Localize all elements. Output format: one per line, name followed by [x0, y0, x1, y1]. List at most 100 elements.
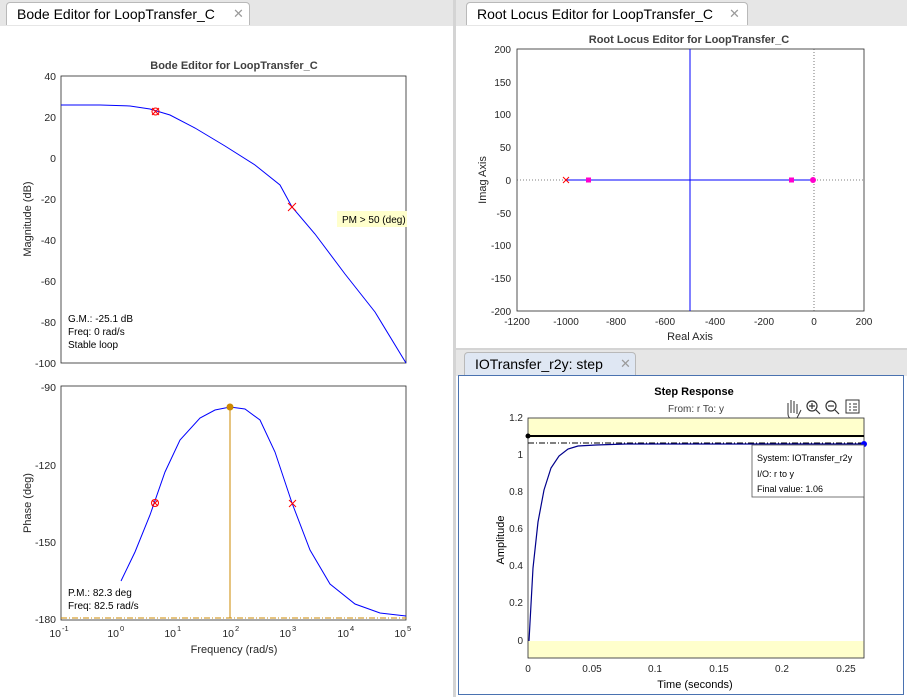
phase-margin-marker[interactable] — [226, 403, 234, 411]
frequency-axis-label: Frequency (rad/s) — [191, 644, 278, 656]
real-tick-label: -1200 — [504, 317, 530, 328]
zero-marker[interactable] — [151, 107, 160, 116]
root-locus-plot-title: Root Locus Editor for LoopTransfer_C — [589, 34, 790, 46]
step-response-plot[interactable]: Step Response From: r To: y — [456, 350, 907, 697]
time-tick-label: 0.25 — [836, 664, 856, 675]
zero-marker[interactable] — [151, 499, 159, 507]
vertical-splitter[interactable] — [453, 0, 456, 697]
pole-marker[interactable] — [288, 499, 297, 508]
freq-tick-label: 10 — [337, 628, 349, 640]
phase-axes — [60, 385, 407, 621]
stability-status: Stable loop — [68, 340, 118, 351]
mag-axis-label: Magnitude (dB) — [22, 181, 34, 256]
amplitude-tick-label: 0.6 — [509, 524, 523, 535]
closed-loop-pole-marker[interactable] — [586, 177, 591, 183]
freq-tick-exponent: 4 — [350, 624, 354, 633]
real-axis-label: Real Axis — [667, 331, 713, 343]
bode-plot[interactable]: Bode Editor for LoopTransfer_C 40 20 0 -… — [0, 0, 453, 697]
horizontal-splitter[interactable] — [456, 348, 907, 350]
time-tick-label: 0.05 — [582, 664, 602, 675]
gain-margin-label: G.M.: -25.1 dB — [68, 314, 133, 325]
data-tip[interactable]: System: IOTransfer_r2y I/O: r to y Final… — [751, 444, 865, 498]
phase-tick-label: -90 — [41, 382, 56, 394]
magnitude-curve[interactable] — [61, 104, 407, 364]
bode-tabbar: Bode Editor for LoopTransfer_C ✕ — [0, 0, 453, 26]
data-tip-system: System: IOTransfer_r2y — [757, 453, 853, 463]
amplitude-tick-label: 0.8 — [509, 487, 523, 498]
tab-bode-editor[interactable]: Bode Editor for LoopTransfer_C ✕ — [6, 2, 250, 25]
mag-tick-label: -80 — [41, 317, 56, 329]
real-tick-label: -600 — [655, 317, 675, 328]
lower-bound-region — [528, 641, 864, 658]
imag-tick-label: 150 — [494, 78, 511, 89]
step-io-label: From: r To: y — [668, 404, 724, 415]
amplitude-tick-label: 1 — [517, 450, 523, 461]
tab-bode-editor-label: Bode Editor for LoopTransfer_C — [17, 6, 215, 22]
imag-axis-label: Imag Axis — [477, 156, 489, 204]
time-tick-label: 0 — [525, 664, 531, 675]
time-tick-label: 0.15 — [709, 664, 729, 675]
phase-tick-label: -150 — [35, 537, 56, 549]
imag-tick-label: -100 — [491, 241, 511, 252]
tab-root-locus-editor[interactable]: Root Locus Editor for LoopTransfer_C ✕ — [466, 2, 748, 25]
tab-root-locus-label: Root Locus Editor for LoopTransfer_C — [477, 6, 714, 22]
amplitude-tick-label: 1.2 — [509, 413, 523, 424]
root-locus-panel: Root Locus Editor for LoopTransfer_C ✕ R… — [456, 0, 907, 349]
freq-tick-label: 10 — [222, 628, 234, 640]
freq-tick-label: 10 — [107, 628, 119, 640]
pole-marker[interactable] — [151, 499, 159, 507]
closed-loop-pole-marker[interactable] — [789, 177, 794, 183]
pm-constraint-hint-bg — [337, 211, 407, 227]
upper-bound-region — [528, 418, 864, 438]
tab-step-response-label: IOTransfer_r2y: step — [475, 356, 603, 372]
amplitude-axis-label: Amplitude — [495, 516, 507, 565]
pole-marker[interactable] — [287, 202, 297, 212]
imag-tick-label: -50 — [497, 209, 512, 220]
freq-tick-exponent: 0 — [120, 624, 124, 633]
real-tick-label: -200 — [754, 317, 774, 328]
imag-tick-label: -150 — [491, 274, 511, 285]
freq-tick-label: 10 — [49, 628, 61, 640]
step-response-panel: IOTransfer_r2y: step ✕ Step Response Fro… — [456, 350, 907, 697]
zoom-out-icon[interactable] — [825, 400, 840, 415]
root-locus-tabbar: Root Locus Editor for LoopTransfer_C ✕ — [456, 0, 907, 26]
phase-margin-label: P.M.: 82.3 deg — [68, 588, 132, 599]
mag-tick-label: -40 — [41, 235, 56, 247]
zero-marker[interactable] — [810, 177, 816, 183]
root-locus-plot[interactable]: Root Locus Editor for LoopTransfer_C 200… — [456, 0, 907, 349]
imag-tick-label: 50 — [500, 143, 512, 154]
freq-tick-label: 10 — [164, 628, 176, 640]
zoom-in-icon[interactable] — [806, 400, 821, 415]
pole-marker[interactable] — [562, 176, 570, 184]
time-tick-label: 0.1 — [648, 664, 662, 675]
mag-tick-label: 0 — [50, 153, 56, 165]
mag-tick-label: -60 — [41, 276, 56, 288]
phase-curve[interactable] — [120, 406, 407, 617]
step-response-curve[interactable] — [528, 443, 864, 642]
freq-tick-exponent: 2 — [235, 624, 239, 633]
legend-icon[interactable] — [845, 399, 860, 414]
step-tabbar: IOTransfer_r2y: step ✕ — [456, 350, 907, 376]
tab-step-response[interactable]: IOTransfer_r2y: step ✕ — [464, 352, 636, 375]
close-icon[interactable]: ✕ — [729, 6, 740, 21]
data-tip-final-value: Final value: 1.06 — [757, 484, 823, 494]
close-icon[interactable]: ✕ — [233, 6, 244, 21]
freq-tick-exponent: 1 — [177, 624, 181, 633]
freq-tick-exponent: -1 — [62, 624, 69, 633]
imag-tick-label: 0 — [505, 176, 511, 187]
mag-tick-label: -20 — [41, 194, 56, 206]
imag-tick-label: -200 — [491, 307, 511, 318]
step-plot-frame — [458, 375, 904, 695]
amplitude-tick-label: 0 — [517, 636, 523, 647]
time-axis-label: Time (seconds) — [657, 679, 732, 691]
phase-margin-frequency: Freq: 82.5 rad/s — [68, 601, 139, 612]
gain-margin-frequency: Freq: 0 rad/s — [68, 327, 125, 338]
bode-editor-panel: Bode Editor for LoopTransfer_C ✕ Bode Ed… — [0, 0, 453, 697]
close-icon[interactable]: ✕ — [620, 356, 631, 371]
amplitude-tick-label: 0.2 — [509, 598, 523, 609]
imag-tick-label: 100 — [494, 110, 511, 121]
pan-hand-icon[interactable] — [787, 400, 802, 421]
constraint-handle[interactable] — [525, 433, 531, 439]
phase-axis-label: Phase (deg) — [22, 473, 34, 533]
freq-tick-exponent: 3 — [292, 624, 296, 633]
